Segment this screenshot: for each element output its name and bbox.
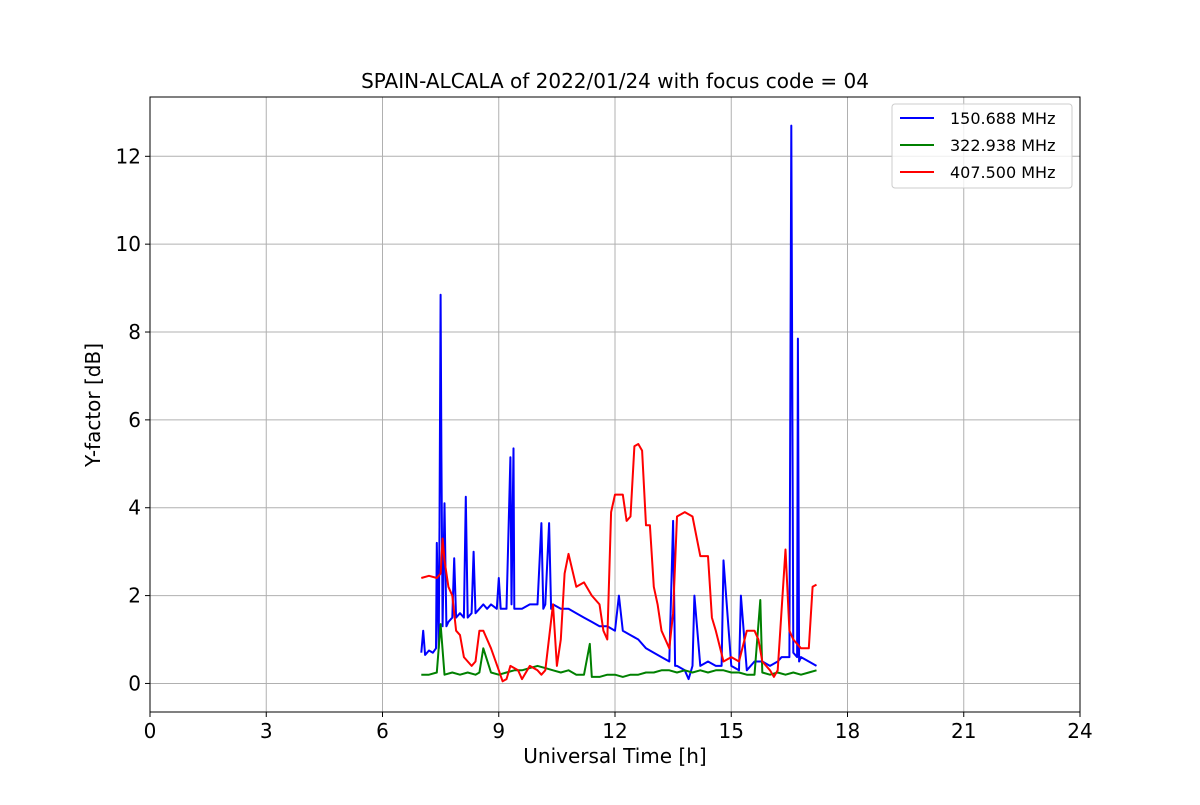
y-tick-label-4: 8 <box>128 320 141 344</box>
legend-label-2: 407.500 MHz <box>950 163 1055 182</box>
x-tick-label-5: 15 <box>719 719 744 743</box>
series-line-1 <box>421 599 817 678</box>
x-tick-label-4: 12 <box>602 719 627 743</box>
series-layer <box>420 124 817 683</box>
y-tick-label-5: 10 <box>116 232 141 256</box>
legend-box <box>891 103 1073 189</box>
y-tick-label-0: 0 <box>128 671 141 695</box>
legend-label-0: 150.688 MHz <box>950 109 1055 128</box>
series-line-2 <box>421 443 817 683</box>
legend: 150.688 MHz 322.938 MHz 407.500 MHz <box>891 103 1073 189</box>
x-tick-label-1: 3 <box>260 719 273 743</box>
x-tick-label-6: 18 <box>835 719 860 743</box>
x-tick-label-8: 24 <box>1067 719 1092 743</box>
chart-title: SPAIN-ALCALA of 2022/01/24 with focus co… <box>361 69 869 93</box>
legend-label-1: 322.938 MHz <box>950 136 1055 155</box>
y-tick-label-2: 4 <box>128 496 141 520</box>
x-tick-label-3: 9 <box>492 719 505 743</box>
x-tick-label-2: 6 <box>376 719 389 743</box>
x-axis-label: Universal Time [h] <box>523 744 706 768</box>
y-tick-label-3: 6 <box>128 408 141 432</box>
y-tick-label-6: 12 <box>116 144 141 168</box>
x-tick-label-0: 0 <box>144 719 157 743</box>
x-tick-label-7: 21 <box>951 719 976 743</box>
y-tick-label-1: 2 <box>128 584 141 608</box>
y-axis-label: Y-factor [dB] <box>81 343 105 468</box>
